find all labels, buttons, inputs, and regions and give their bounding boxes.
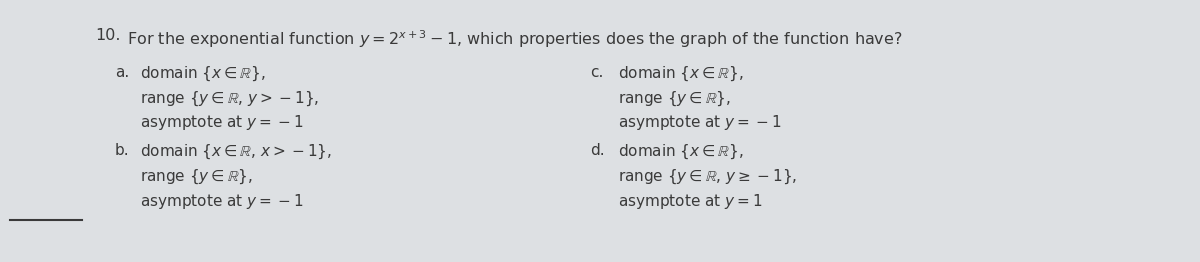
Text: 10.: 10. bbox=[95, 28, 120, 43]
Text: asymptote at $y = -1$: asymptote at $y = -1$ bbox=[140, 113, 304, 132]
Text: asymptote at $y = -1$: asymptote at $y = -1$ bbox=[618, 113, 781, 132]
Text: range $\{y \in \mathbb{R},\, y \geq -1\}$,: range $\{y \in \mathbb{R},\, y \geq -1\}… bbox=[618, 168, 797, 186]
Text: For the exponential function $y = 2^{x+3} - 1$, which properties does the graph : For the exponential function $y = 2^{x+3… bbox=[118, 28, 902, 50]
Text: range $\{y \in \mathbb{R},\, y > -1\}$,: range $\{y \in \mathbb{R},\, y > -1\}$, bbox=[140, 90, 319, 108]
Text: range $\{y \in \mathbb{R}\}$,: range $\{y \in \mathbb{R}\}$, bbox=[618, 90, 731, 108]
Text: domain $\{x \in \mathbb{R},\, x > -1\}$,: domain $\{x \in \mathbb{R},\, x > -1\}$, bbox=[140, 143, 332, 161]
Text: asymptote at $y = 1$: asymptote at $y = 1$ bbox=[618, 192, 762, 211]
Text: domain $\{x \in \mathbb{R}\}$,: domain $\{x \in \mathbb{R}\}$, bbox=[618, 65, 744, 83]
Text: c.: c. bbox=[590, 65, 604, 80]
Text: b.: b. bbox=[115, 143, 130, 158]
Text: d.: d. bbox=[590, 143, 605, 158]
Text: domain $\{x \in \mathbb{R}\}$,: domain $\{x \in \mathbb{R}\}$, bbox=[618, 143, 744, 161]
Text: asymptote at $y = -1$: asymptote at $y = -1$ bbox=[140, 192, 304, 211]
Text: a.: a. bbox=[115, 65, 130, 80]
Text: range $\{y \in \mathbb{R}\}$,: range $\{y \in \mathbb{R}\}$, bbox=[140, 168, 253, 186]
Text: domain $\{x \in \mathbb{R}\}$,: domain $\{x \in \mathbb{R}\}$, bbox=[140, 65, 265, 83]
